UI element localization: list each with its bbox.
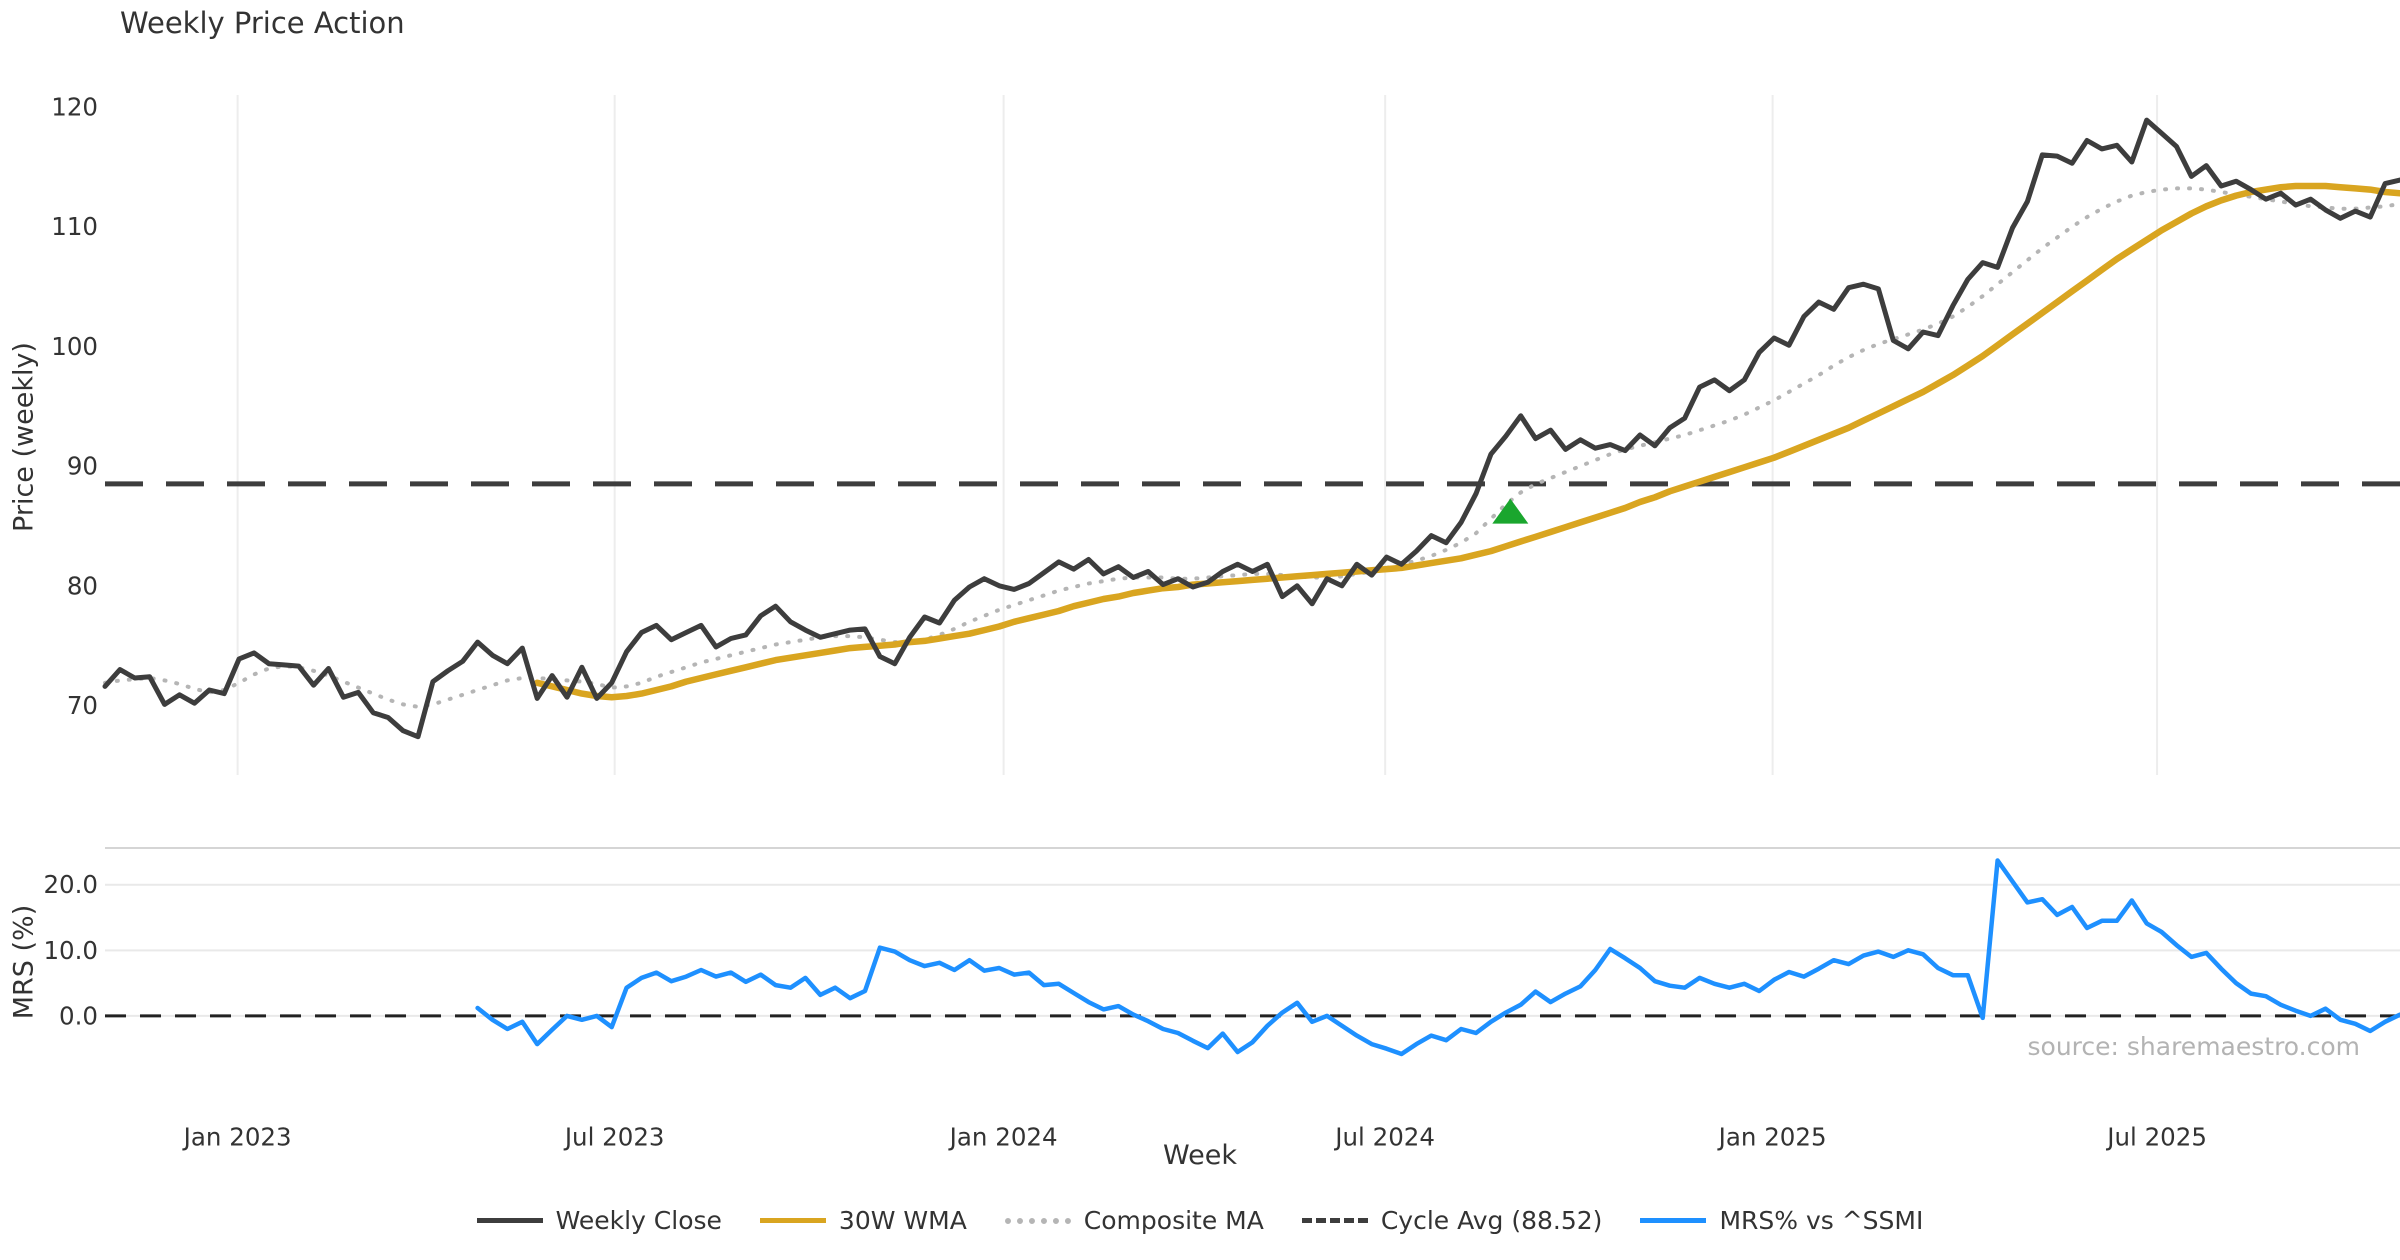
weekly-close-line-swatch <box>476 1218 543 1223</box>
tick-label: Jul 2025 <box>2105 1122 2207 1151</box>
tick-label: Jan 2025 <box>1717 1122 1827 1151</box>
source-watermark: source: sharemaestro.com <box>2027 1032 2361 1061</box>
cycle-avg-line-swatch <box>1301 1218 1368 1223</box>
legend-item-30w-wma: 30W WMA <box>759 1206 967 1235</box>
tick-label: 80 <box>67 571 98 600</box>
tick-label: Jan 2024 <box>948 1122 1058 1151</box>
legend-label: Weekly Close <box>555 1206 722 1235</box>
tick-label: 110 <box>51 212 98 241</box>
legend-item-composite-ma: Composite MA <box>1004 1206 1264 1235</box>
legend-item-mrs: MRS% vs ^SSMI <box>1640 1206 1923 1235</box>
legend-item-weekly-close: Weekly Close <box>476 1206 722 1235</box>
tick-label: Jul 2023 <box>563 1122 665 1151</box>
composite-ma-line-swatch <box>1004 1217 1071 1224</box>
tick-label: 100 <box>51 332 98 361</box>
tick-label: 120 <box>51 92 98 121</box>
tick-label: 10.0 <box>43 936 98 965</box>
legend-item-cycle-avg: Cycle Avg (88.52) <box>1301 1206 1603 1235</box>
price-axis-label: Price (weekly) <box>8 342 40 532</box>
tick-label: 20.0 <box>43 870 98 899</box>
legend-label: MRS% vs ^SSMI <box>1719 1206 1924 1235</box>
tick-label: 90 <box>67 452 98 481</box>
legend-label: 30W WMA <box>838 1206 967 1235</box>
tick-label: Jan 2023 <box>182 1122 292 1151</box>
wma-line-swatch <box>759 1218 826 1223</box>
legend-label: Composite MA <box>1083 1206 1264 1235</box>
legend-label: Cycle Avg (88.52) <box>1380 1206 1603 1235</box>
chart-title: Weekly Price Action <box>120 6 405 40</box>
chart-legend: Weekly Close 30W WMA Composite MA Cycle … <box>0 1206 2400 1235</box>
tick-label: 0.0 <box>59 1001 98 1030</box>
x-axis-label: Week <box>1163 1140 1237 1171</box>
mrs-line-swatch <box>1640 1218 1707 1223</box>
tick-label: 70 <box>67 691 98 720</box>
tick-label: Jul 2024 <box>1333 1122 1435 1151</box>
mrs-axis-label: MRS (%) <box>8 904 40 1020</box>
